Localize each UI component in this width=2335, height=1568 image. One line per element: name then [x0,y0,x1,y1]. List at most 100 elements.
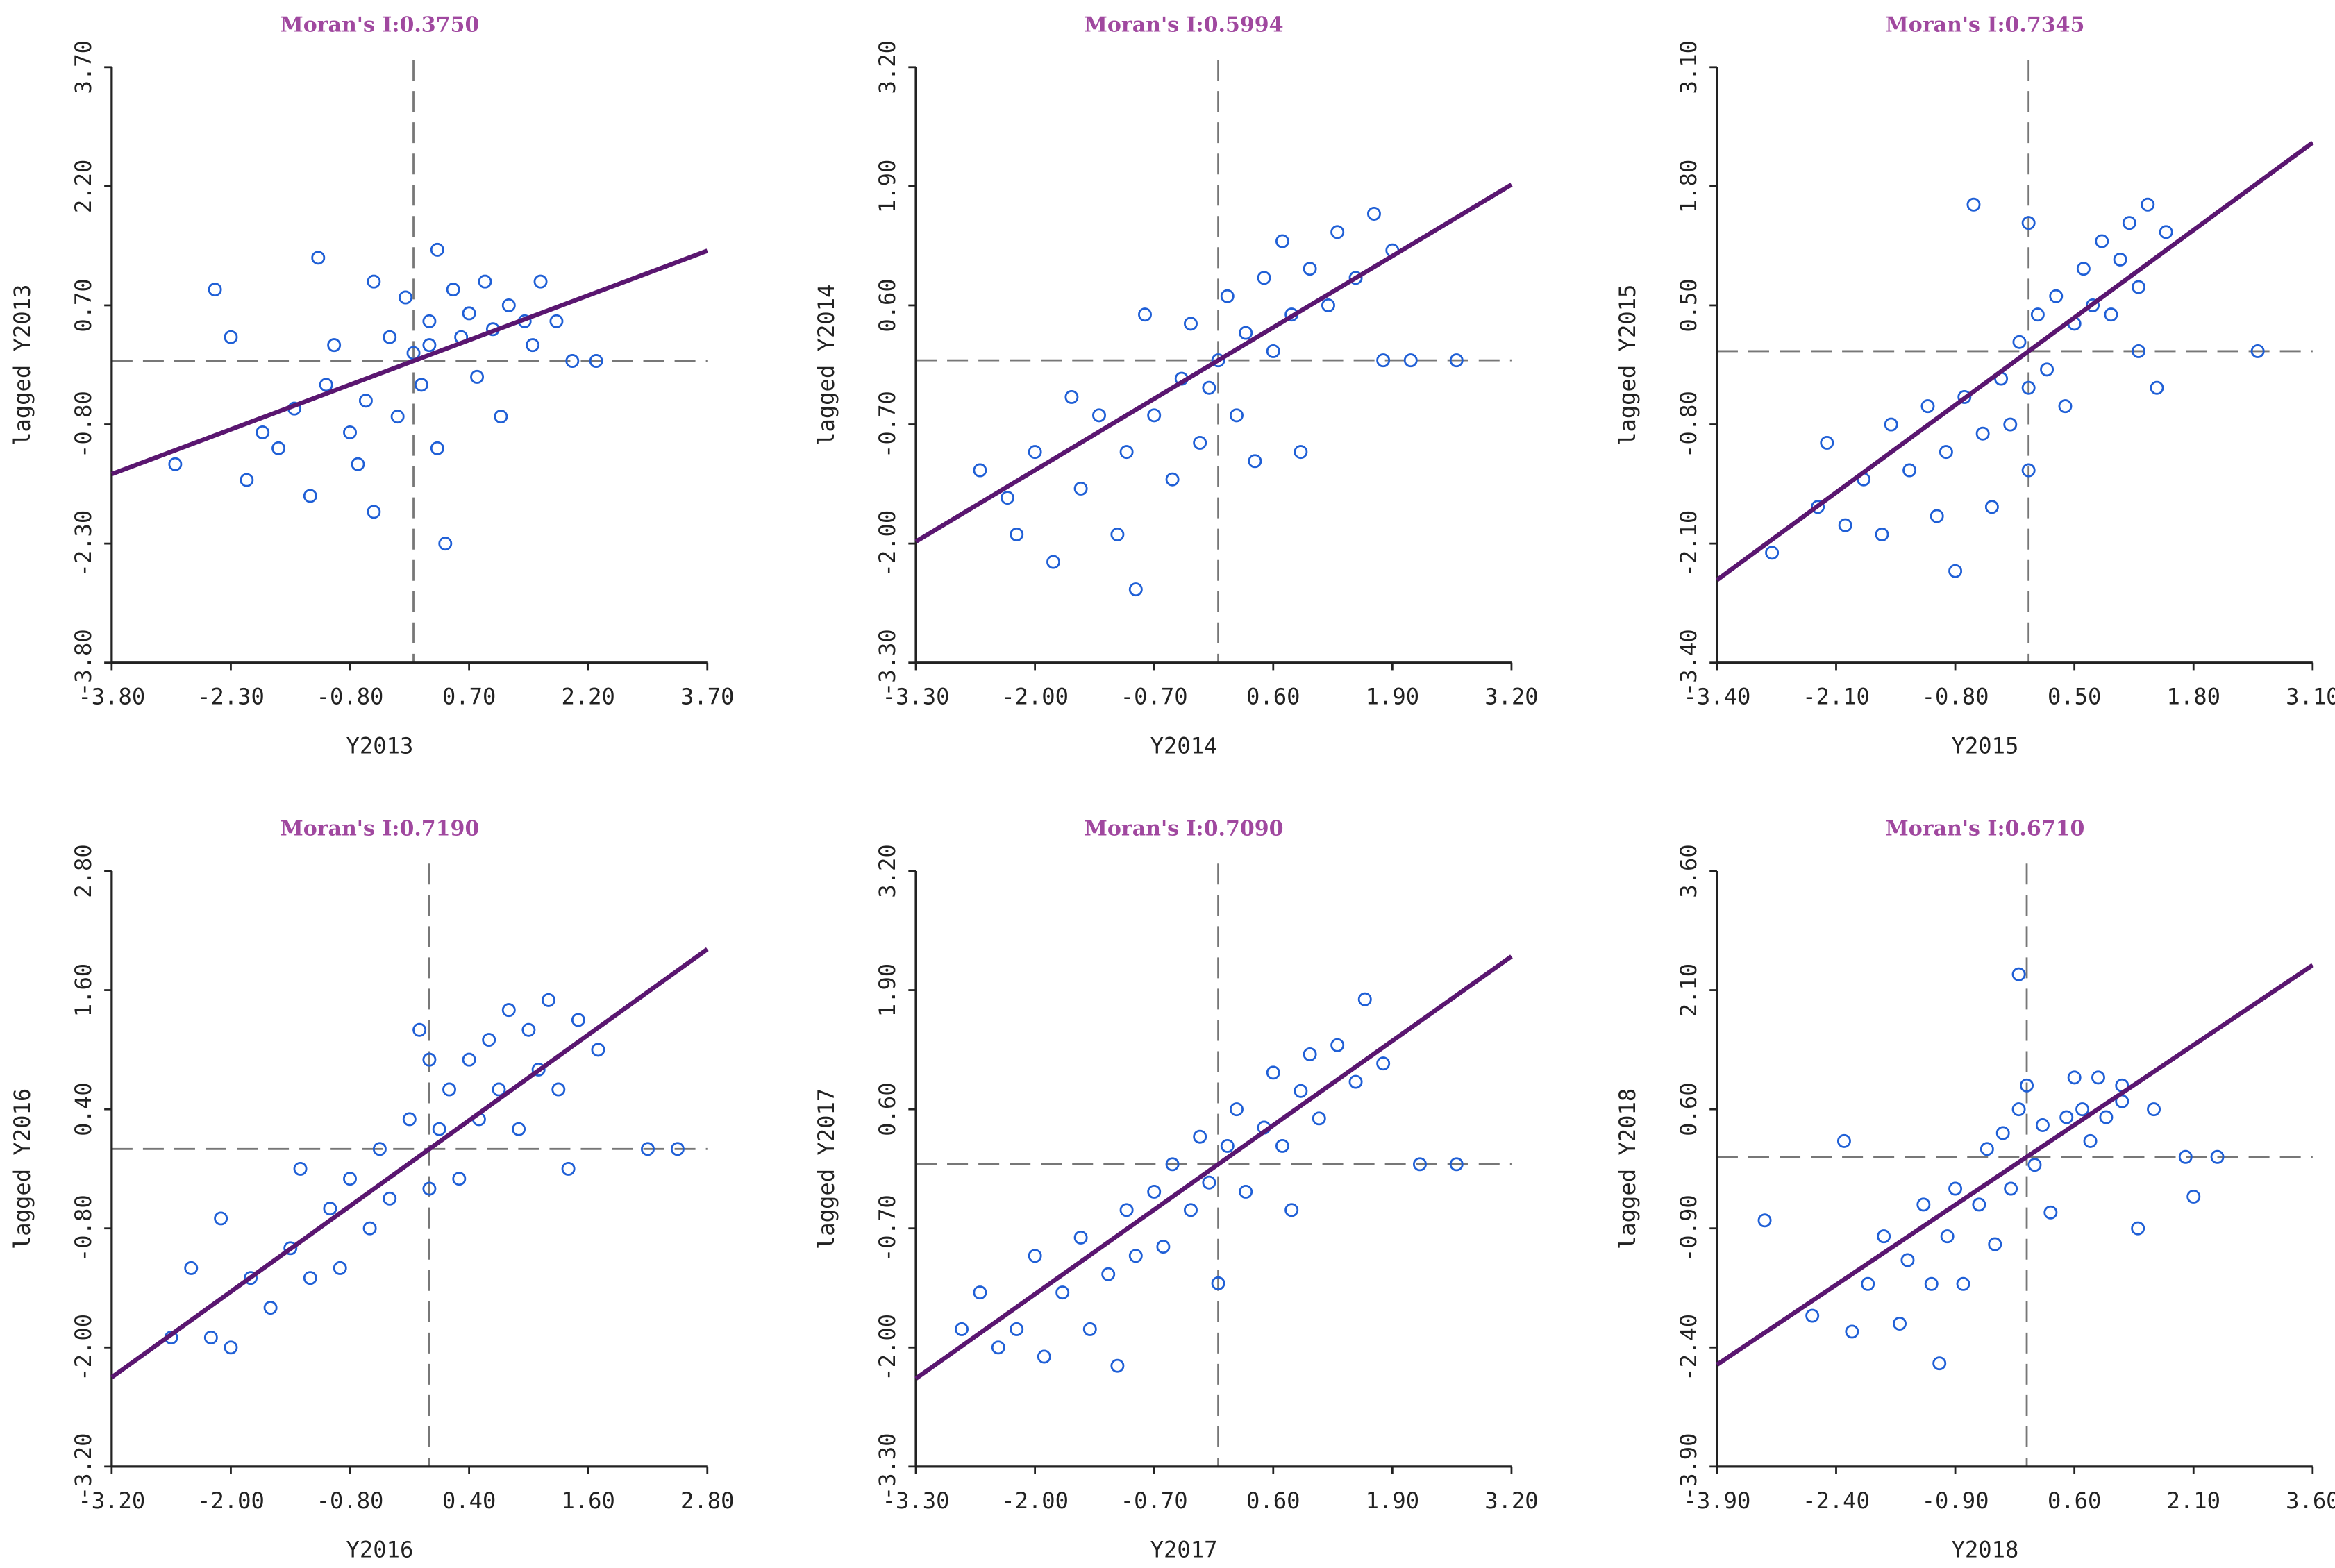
data-point [1064,389,1079,404]
data-point [494,410,508,424]
data-point [1202,380,1216,395]
data-point [1757,1213,1772,1228]
chart-title: Moran's I:0.3750 [280,12,479,37]
y-tick-label: -3.90 [1675,1433,1702,1500]
data-point [2059,1110,2074,1124]
scatter-panel-6: Moran's I:0.6710 -3.90-3.90 -2.40 -2.40 -0.9… [1614,816,2335,1562]
y-tick-label: 0.70 [70,278,97,332]
data-point [1902,463,1917,478]
data-point [1877,1229,1891,1244]
data-point [430,441,444,455]
data-point [1010,1322,1024,1336]
data-point [383,330,397,344]
regression-line [1716,140,2314,582]
data-point [1875,527,1889,541]
data-point [565,354,580,369]
y-tick-label: 0.60 [874,1082,901,1136]
data-point [2250,344,2265,358]
chart-title: Moran's I:0.5994 [1085,12,1284,37]
x-tick-label: 0.60 [1246,1487,1300,1514]
data-point [1366,206,1381,221]
data-point [1330,225,1345,239]
data-point [1294,1084,1308,1098]
y-tick-label: -2.10 [1675,510,1702,578]
data-point [1284,1203,1299,1217]
y-tick-label: 3.60 [1675,844,1702,897]
scatter-panel-3: Moran's I:0.7345 -3.40-3.40 -2.10 -2.10 -0.8… [1614,12,2335,759]
data-point [1376,1056,1391,1071]
x-tick-label: -3.90 [1684,1487,1751,1514]
data-point [1348,271,1363,285]
x-tick-label: -2.00 [1001,1487,1069,1514]
data-point [256,425,270,439]
data-point [2132,344,2146,358]
data-point [1082,1322,1097,1336]
data-point [2178,1149,2193,1164]
data-point [422,338,437,353]
data-point [2095,234,2109,248]
data-point [1193,435,1207,450]
data-point [2067,1070,2082,1085]
data-point [1975,426,1990,441]
y-tick-label: 1.80 [1675,160,1702,213]
data-point [1449,1157,1464,1172]
x-tick-label: 0.60 [1246,684,1300,710]
data-point [1266,1065,1280,1080]
data-point [2104,307,2118,322]
data-point [1110,527,1125,541]
y-tick-label: -0.80 [70,391,97,458]
scatter-panel-1: Moran's I:0.3750 -3.80-3.80 -2.30 -2.30 -0.8… [9,12,735,759]
data-point [367,505,381,519]
x-tick-label: -0.80 [317,684,384,710]
data-point [402,1112,417,1127]
data-point [1128,1249,1143,1263]
data-point [1412,1157,1427,1172]
x-tick-label: 1.60 [561,1487,614,1514]
data-point [343,425,357,439]
chart-title: Moran's I:0.7090 [1085,816,1284,841]
y-tick-label: 1.90 [874,963,901,1017]
data-point [1073,1230,1088,1245]
data-point [2035,1118,2050,1132]
data-point [542,993,555,1007]
x-tick-label: -2.10 [1802,684,1870,710]
y-axis-label: lagged Y2016 [9,1088,35,1249]
data-point [1028,445,1042,460]
x-tick-label: -0.80 [317,1487,384,1514]
x-tick-label: -0.70 [1121,1487,1188,1514]
data-point [2075,1102,2090,1117]
data-point [1193,1129,1207,1144]
data-point [1257,271,1271,285]
data-point [2040,362,2054,377]
data-point [2150,380,2164,395]
data-point [482,1033,496,1047]
data-point [1995,1126,2010,1140]
y-axis-label: lagged Y2015 [1614,285,1641,446]
data-point [1449,353,1464,368]
data-point [1266,344,1280,358]
data-point [1980,1142,1994,1156]
data-point [1957,389,1972,404]
y-axis-label: lagged Y2017 [813,1088,839,1249]
data-point [1037,1349,1051,1364]
data-point [303,1271,317,1285]
y-axis-label: lagged Y2013 [9,285,35,446]
y-axis-label: lagged Y2014 [813,285,839,446]
y-tick-label: 0.50 [1675,278,1702,332]
data-point [2021,216,2036,230]
x-tick-label: 3.10 [2286,684,2335,710]
data-point [1956,1276,1970,1291]
y-tick-label: -0.80 [70,1195,97,1262]
data-point [1845,1324,1859,1339]
data-point [1930,509,1944,523]
data-point [1092,408,1106,423]
regression-line [1716,963,2314,1367]
data-point [2132,280,2146,294]
data-point [2091,1070,2105,1085]
data-point [2011,1102,2026,1117]
data-point [2086,298,2100,312]
x-tick-label: 1.90 [1366,1487,1419,1514]
data-point [358,394,373,408]
data-point [293,1161,308,1176]
